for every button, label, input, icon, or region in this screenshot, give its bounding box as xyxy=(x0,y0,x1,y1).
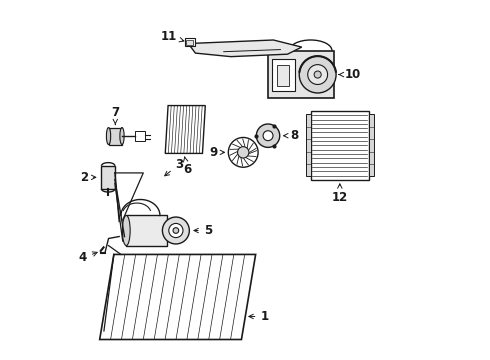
Text: 4: 4 xyxy=(79,252,97,265)
Bar xyxy=(135,131,145,141)
Circle shape xyxy=(169,224,183,238)
Bar xyxy=(277,65,289,86)
Text: 11: 11 xyxy=(161,30,184,43)
Text: 9: 9 xyxy=(209,146,224,159)
Bar xyxy=(109,127,122,145)
Polygon shape xyxy=(99,255,256,339)
Ellipse shape xyxy=(120,127,124,145)
Circle shape xyxy=(314,71,321,78)
Circle shape xyxy=(308,65,328,85)
Text: 2: 2 xyxy=(80,171,96,184)
Circle shape xyxy=(256,124,280,147)
Circle shape xyxy=(228,138,258,167)
Text: 8: 8 xyxy=(284,129,299,142)
Circle shape xyxy=(173,228,179,233)
Bar xyxy=(271,59,294,91)
Text: 6: 6 xyxy=(183,157,192,176)
Polygon shape xyxy=(165,105,205,153)
Bar xyxy=(186,40,193,45)
Text: 12: 12 xyxy=(332,184,348,204)
Ellipse shape xyxy=(122,215,130,246)
Circle shape xyxy=(263,131,273,141)
Text: 10: 10 xyxy=(339,68,361,81)
Circle shape xyxy=(299,56,336,93)
Bar xyxy=(268,51,334,99)
Text: 3: 3 xyxy=(165,158,183,176)
Bar xyxy=(306,114,311,176)
Circle shape xyxy=(162,217,189,244)
Circle shape xyxy=(238,147,249,158)
Polygon shape xyxy=(126,215,167,246)
Text: 5: 5 xyxy=(194,224,212,237)
Bar xyxy=(101,166,115,189)
Polygon shape xyxy=(188,40,302,57)
Text: 7: 7 xyxy=(111,106,120,125)
Ellipse shape xyxy=(106,127,111,145)
Bar xyxy=(311,111,369,180)
Bar xyxy=(185,38,195,46)
Bar xyxy=(369,114,374,176)
Text: 1: 1 xyxy=(249,310,269,323)
